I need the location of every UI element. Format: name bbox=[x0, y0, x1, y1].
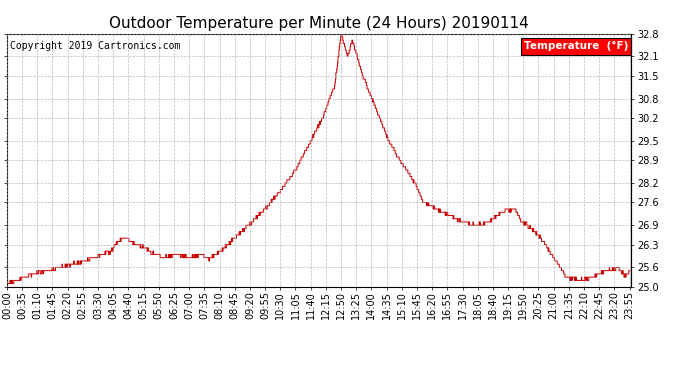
Text: Temperature  (°F): Temperature (°F) bbox=[524, 41, 628, 51]
Title: Outdoor Temperature per Minute (24 Hours) 20190114: Outdoor Temperature per Minute (24 Hours… bbox=[109, 16, 529, 31]
Text: Copyright 2019 Cartronics.com: Copyright 2019 Cartronics.com bbox=[10, 41, 180, 51]
